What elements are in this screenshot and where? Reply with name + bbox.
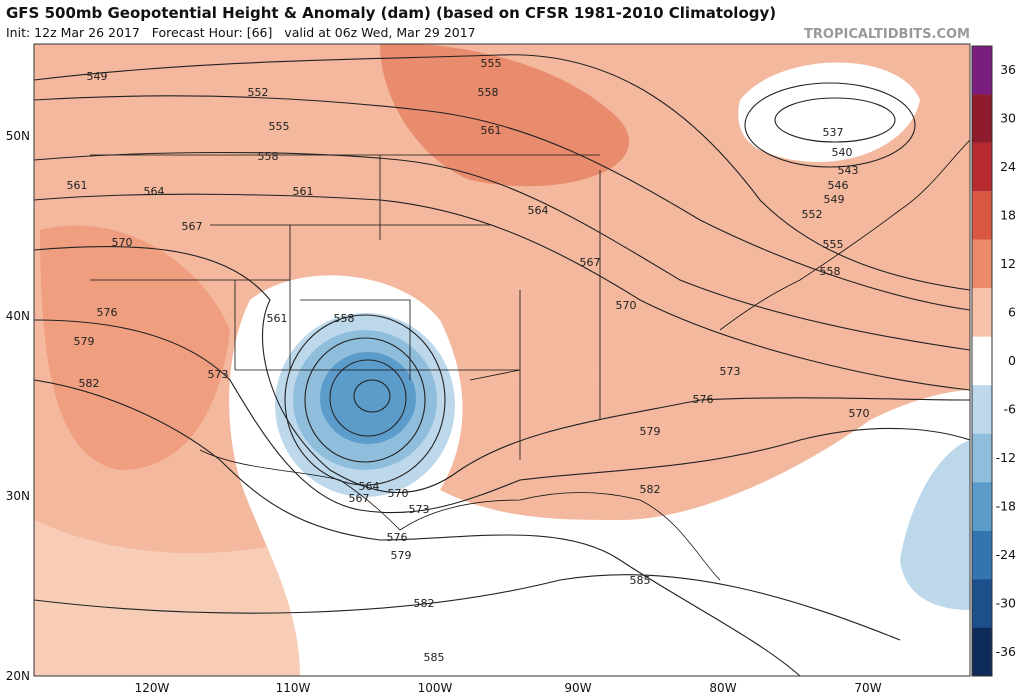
colorbar-tick-label: -12 [996, 450, 1016, 465]
colorbar-band [972, 336, 992, 386]
contour-label: 579 [391, 549, 412, 562]
colorbar-tick-label: 30 [1000, 111, 1016, 126]
colorbar-tick-label: -36 [996, 644, 1016, 659]
colorbar-tick-label: 18 [1000, 208, 1016, 223]
contour-label: 558 [478, 86, 499, 99]
contour-label: 573 [409, 503, 430, 516]
contour-label: 567 [349, 492, 370, 505]
contour-label: 570 [616, 299, 637, 312]
colorbar-band [972, 94, 992, 143]
contour-label: 558 [258, 150, 279, 163]
lon-label: 120W [135, 681, 170, 695]
colorbar-band [972, 46, 992, 95]
colorbar-band [972, 239, 992, 289]
contour-label: 558 [820, 265, 841, 278]
map [34, 44, 970, 676]
colorbar-tick-label: 36 [1000, 62, 1016, 77]
colorbar-tick-label: -24 [996, 547, 1016, 562]
colorbar-tick-label: 0 [1008, 353, 1016, 368]
contour-label: 585 [630, 574, 651, 587]
contour-label: 582 [414, 597, 435, 610]
contour-label: 552 [802, 208, 823, 221]
lat-label: 40N [6, 309, 30, 323]
colorbar-band [972, 627, 992, 676]
colorbar-band [972, 288, 992, 337]
contour-label: 552 [248, 86, 269, 99]
contour-label: 579 [640, 425, 661, 438]
colorbar-band [972, 385, 992, 434]
contour-label: 537 [823, 126, 844, 139]
lon-label: 70W [854, 681, 881, 695]
lat-label: 50N [6, 129, 30, 143]
colorbar-tick-label: 12 [1000, 256, 1016, 271]
contour-label: 555 [823, 238, 844, 251]
title: GFS 500mb Geopotential Height & Anomaly … [6, 4, 776, 22]
contour-label: 549 [87, 70, 108, 83]
colorbar-tick-label: -6 [1004, 401, 1017, 416]
contour-label: 570 [112, 236, 133, 249]
contour-label: 573 [208, 368, 229, 381]
contour-label: 576 [693, 393, 714, 406]
contour-label: 564 [359, 480, 380, 493]
contour-label: 561 [67, 179, 88, 192]
contour-label: 570 [849, 407, 870, 420]
contour-label: 555 [481, 57, 502, 70]
colorbar-band [972, 482, 992, 531]
contour-label: 576 [387, 531, 408, 544]
colorbar-tick-label: -18 [996, 498, 1016, 513]
contour-label: 567 [182, 220, 203, 233]
contour-label: 561 [481, 124, 502, 137]
contour-label: 570 [388, 487, 409, 500]
contour-label: 564 [144, 185, 165, 198]
contour-label: 543 [838, 164, 859, 177]
contour-label: 585 [424, 651, 445, 664]
contour-label: 573 [720, 365, 741, 378]
contour-label: 561 [267, 312, 288, 325]
contour-label: 567 [580, 256, 601, 269]
colorbar-tick-label: 6 [1008, 305, 1016, 320]
lon-label: 80W [709, 681, 736, 695]
lat-label: 30N [6, 489, 30, 503]
contour-label: 564 [528, 204, 549, 217]
lon-label: 110W [276, 681, 311, 695]
colorbar-band [972, 142, 992, 192]
colorbar-tick-label: 24 [1000, 159, 1016, 174]
contour-label: 558 [334, 312, 355, 325]
contour-label: 555 [269, 120, 290, 133]
contour-label: 582 [79, 377, 100, 390]
map-frame [33, 43, 971, 677]
contour-label: 549 [824, 193, 845, 206]
watermark: TROPICALTIDBITS.COM [804, 27, 970, 42]
contour-label: 540 [832, 146, 853, 159]
colorbar-tick-label: -30 [996, 595, 1016, 610]
contour-label: 546 [828, 179, 849, 192]
colorbar-band [972, 530, 992, 580]
lat-label: 20N [6, 669, 30, 683]
colorbar-frame [971, 45, 993, 677]
colorbar-band [972, 191, 992, 240]
colorbar-band [972, 579, 992, 628]
lon-label: 90W [564, 681, 591, 695]
colorbar-band [972, 433, 992, 483]
contour-label: 579 [74, 335, 95, 348]
lon-label: 100W [418, 681, 453, 695]
contour-label: 576 [97, 306, 118, 319]
subtitle: Init: 12z Mar 26 2017 Forecast Hour: [66… [6, 25, 476, 40]
contour-label: 561 [293, 185, 314, 198]
contour-label: 582 [640, 483, 661, 496]
